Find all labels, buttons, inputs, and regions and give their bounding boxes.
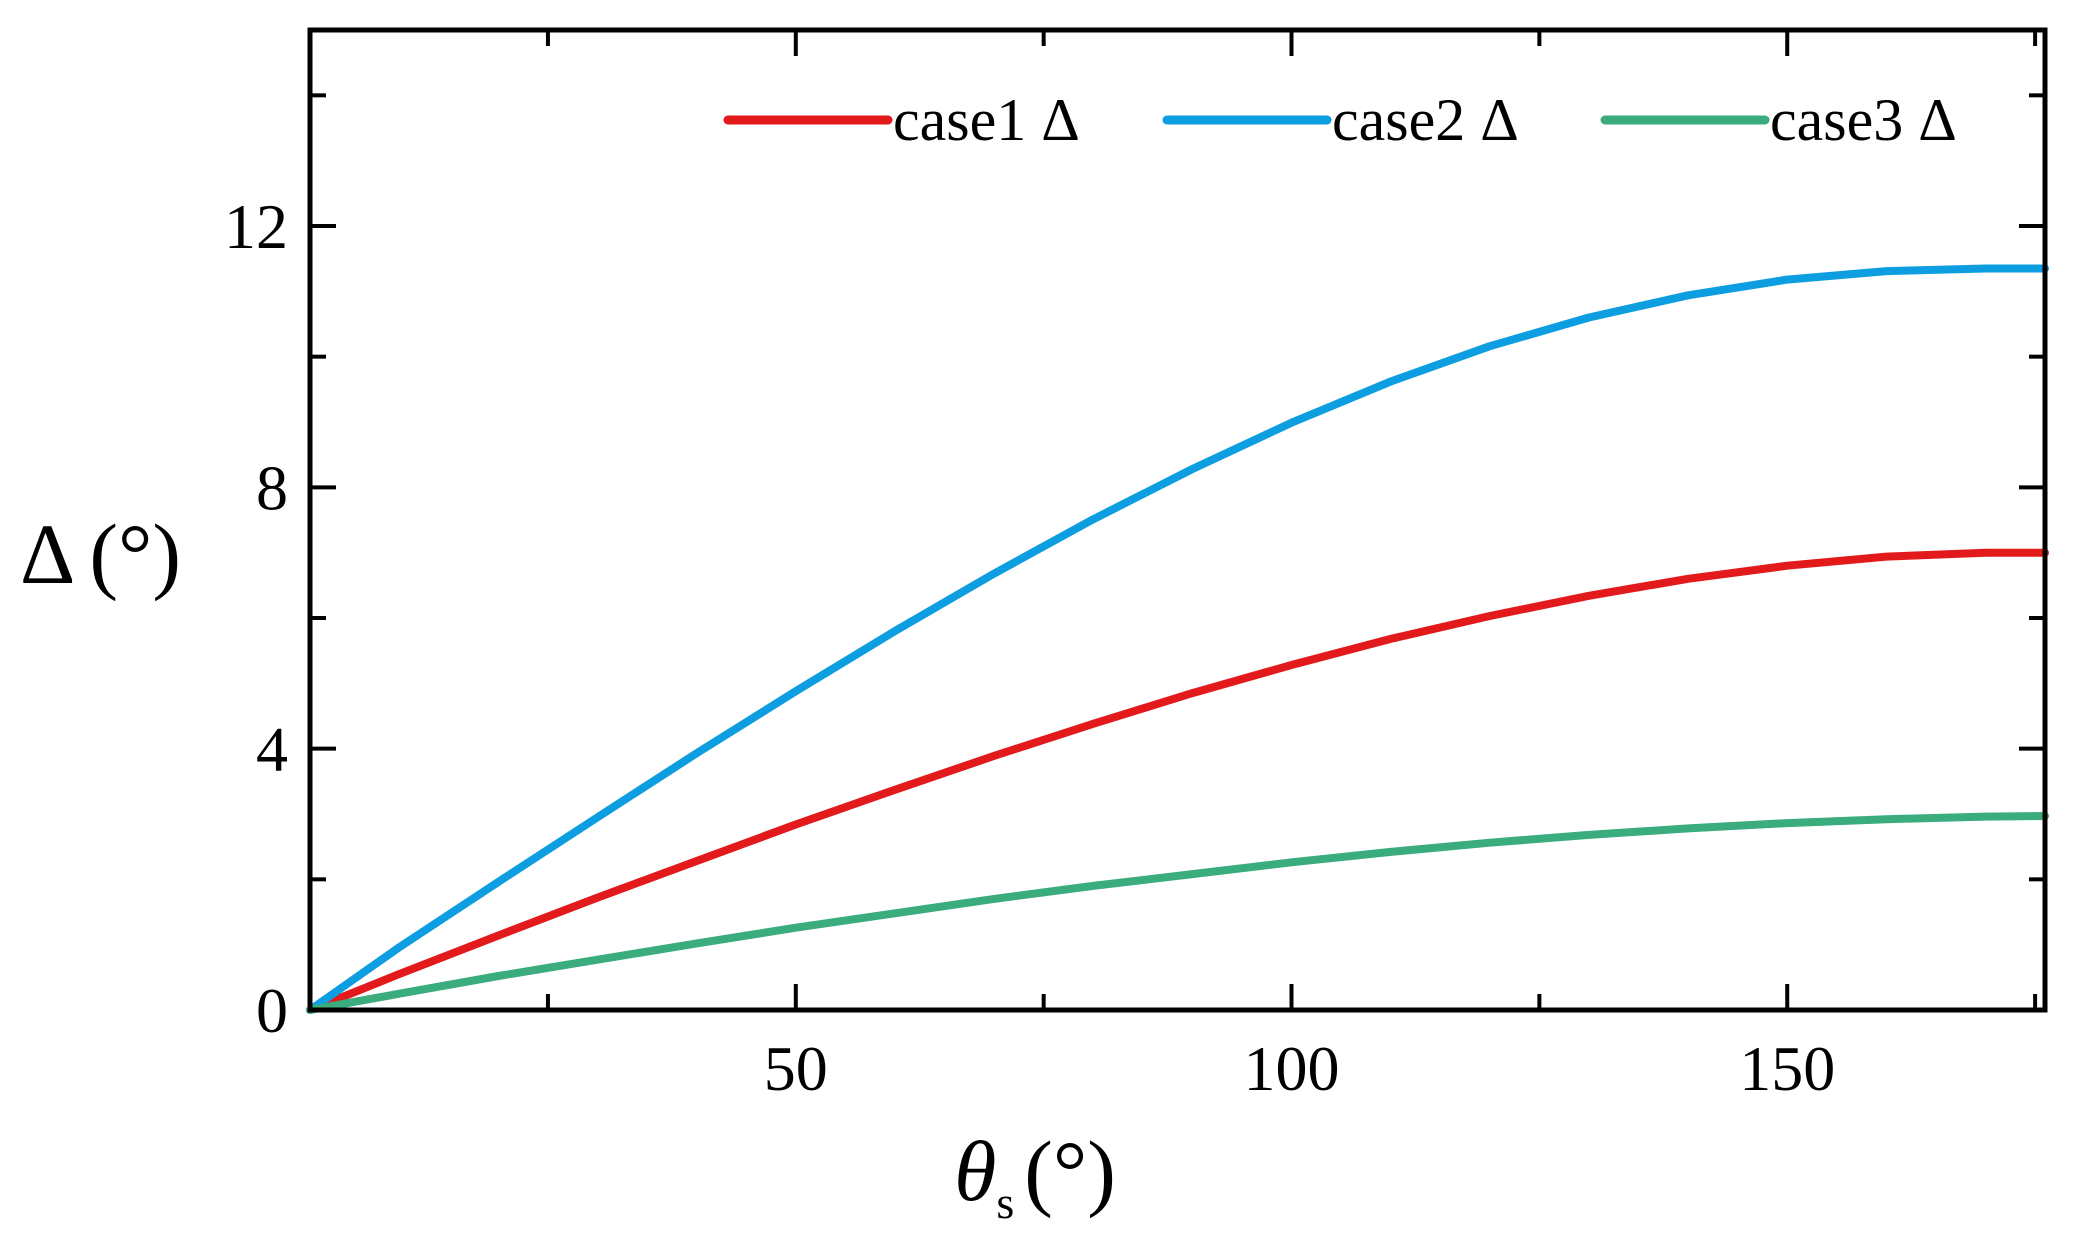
x-axis-unit: (°) — [1024, 1123, 1116, 1219]
series-line-case2 — [306, 264, 2049, 1014]
x-axis-label: θs (°) — [954, 1123, 1116, 1228]
legend-label-case3: case3 Δ — [1770, 87, 1957, 153]
x-tick-label: 100 — [1244, 1033, 1340, 1104]
legend-label-case2: case2 Δ — [1332, 87, 1519, 153]
x-tick-label: 50 — [764, 1033, 828, 1104]
series-line-case3 — [306, 812, 2049, 1014]
y-axis-label: Δ (°) — [20, 506, 181, 602]
x-axis-symbol: θ — [954, 1123, 996, 1219]
ticks-layer — [310, 30, 2045, 1012]
legend-label-case1: case1 Δ — [893, 87, 1080, 153]
legend: case1 Δ case2 Δ case3 Δ — [723, 87, 1957, 153]
series-layer — [306, 264, 2049, 1014]
y-tick-label: 8 — [256, 452, 288, 523]
y-tick-label: 12 — [224, 191, 288, 262]
x-axis-subscript: s — [996, 1177, 1014, 1228]
x-tick-label: 150 — [1739, 1033, 1835, 1104]
y-tick-label: 0 — [256, 975, 288, 1046]
plot-frame — [307, 27, 2048, 1013]
tick-labels: 50 100 150 0 4 8 12 — [224, 191, 1835, 1104]
y-axis-unit: (°) — [89, 506, 181, 602]
y-axis-symbol: Δ — [20, 506, 75, 602]
y-tick-label: 4 — [256, 714, 288, 785]
series-line-case1 — [306, 548, 2049, 1014]
